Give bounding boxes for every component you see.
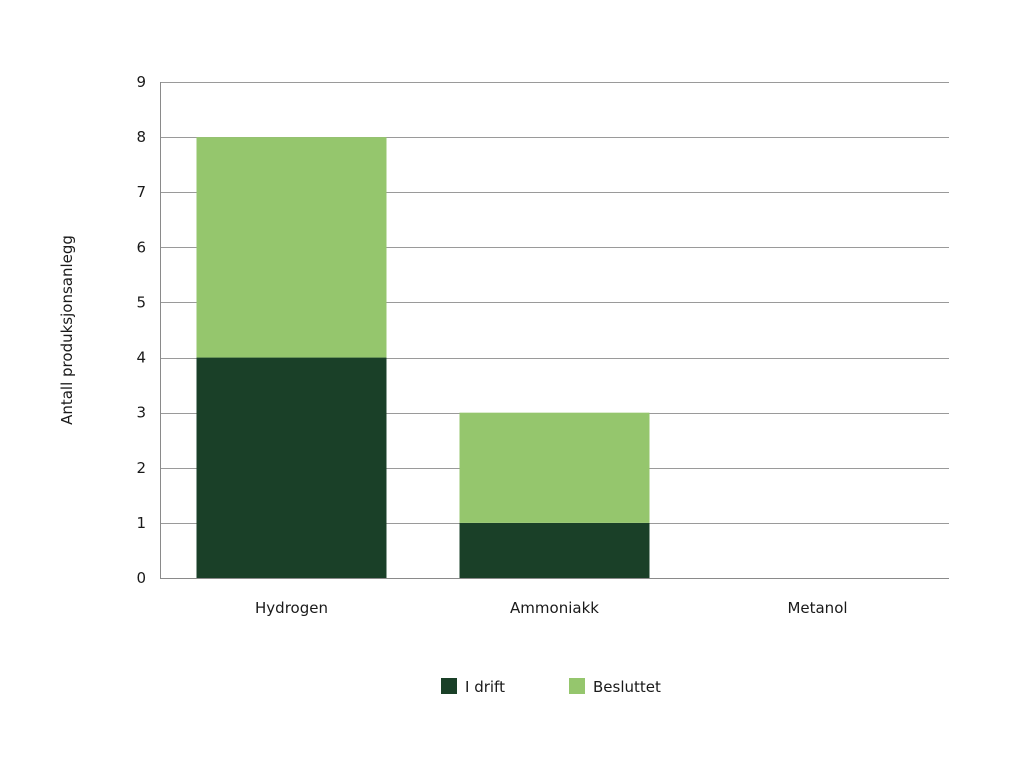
bar-ammoniakk-besluttet (459, 412, 650, 523)
legend-label: Besluttet (593, 678, 661, 696)
y-tick-label: 2 (136, 459, 146, 477)
bar-ammoniakk-i-drift (459, 522, 650, 578)
bar-hydrogen-i-drift (196, 357, 387, 578)
y-axis-title: Antall produksjonsanlegg (58, 235, 76, 425)
bar-hydrogen-besluttet (196, 137, 387, 358)
x-axis-categories: Hydrogen Ammoniakk Metanol (255, 599, 848, 617)
y-tick-label: 9 (136, 73, 146, 91)
y-tick-label: 7 (136, 183, 146, 201)
x-category-label: Hydrogen (255, 599, 328, 617)
y-tick-label: 0 (136, 569, 146, 587)
y-tick-label: 1 (136, 514, 146, 532)
legend-label: I drift (465, 678, 505, 696)
x-category-label: Metanol (787, 599, 847, 617)
y-tick-label: 8 (136, 128, 146, 146)
y-axis-ticks: 0 1 2 3 4 5 6 7 8 9 (136, 73, 146, 587)
y-tick-label: 4 (136, 349, 146, 367)
y-tick-label: 6 (136, 238, 146, 256)
y-tick-label: 3 (136, 404, 146, 422)
legend: I drift Besluttet (441, 678, 661, 696)
x-category-label: Ammoniakk (510, 599, 599, 617)
legend-swatch (569, 678, 585, 694)
bars (196, 137, 650, 578)
y-tick-label: 5 (136, 293, 146, 311)
legend-swatch (441, 678, 457, 694)
